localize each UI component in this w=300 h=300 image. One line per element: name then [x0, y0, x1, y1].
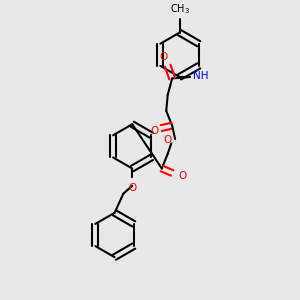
Text: NH: NH: [193, 71, 208, 81]
Text: O: O: [159, 52, 167, 62]
Text: O: O: [128, 183, 136, 193]
Text: O: O: [178, 171, 186, 181]
Text: O: O: [164, 136, 172, 146]
Text: CH$_3$: CH$_3$: [169, 3, 190, 16]
Text: O: O: [150, 126, 159, 136]
